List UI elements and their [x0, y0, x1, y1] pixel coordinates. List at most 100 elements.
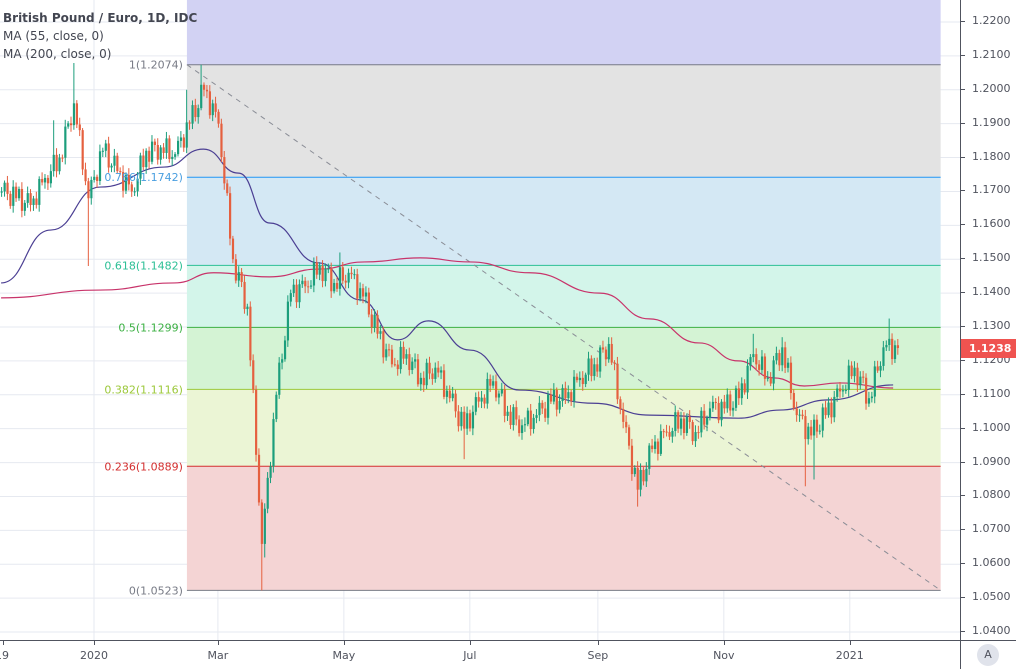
candle: [674, 405, 677, 437]
candle: [697, 425, 700, 439]
candle: [810, 420, 813, 440]
ma200-legend[interactable]: MA (200, close, 0): [3, 47, 112, 61]
candle-body: [691, 422, 694, 442]
candle: [416, 354, 420, 387]
candle-body: [318, 266, 321, 275]
candle: [677, 410, 680, 433]
symbol-title[interactable]: British Pound / Euro, 1D, IDC: [3, 11, 198, 25]
candle-body: [818, 430, 821, 432]
x-tick-mark: [343, 641, 345, 645]
candle-body: [547, 394, 550, 418]
candle-body: [688, 416, 691, 423]
candle-body: [197, 108, 200, 118]
time-axis[interactable]: 19 2020 Mar May Jul Sep Nov 2021: [0, 640, 960, 669]
candle: [633, 465, 636, 477]
candle-body: [90, 179, 93, 199]
candle-body: [813, 419, 816, 436]
candle-body: [411, 361, 414, 370]
candle-body: [526, 410, 529, 425]
candle: [813, 414, 816, 480]
candle: [249, 301, 252, 367]
candle: [185, 89, 188, 154]
candle-body: [367, 292, 370, 315]
candle-body: [437, 367, 440, 373]
candle: [223, 150, 226, 190]
candle: [555, 387, 558, 417]
fib-level-label: 0.786(1.1742): [104, 171, 183, 184]
candle: [549, 388, 553, 404]
candle: [844, 384, 848, 394]
candle-body: [648, 445, 651, 469]
candle: [492, 375, 495, 389]
candle-body: [220, 123, 223, 158]
candle: [723, 394, 726, 414]
candle: [509, 404, 512, 430]
candle: [15, 182, 18, 202]
candle: [584, 372, 587, 388]
candle: [601, 340, 605, 353]
candle-body: [610, 343, 613, 363]
candle: [78, 117, 81, 137]
candle: [662, 428, 665, 439]
candle: [700, 407, 703, 438]
candle: [838, 381, 842, 398]
candle-body: [844, 389, 848, 391]
y-tick-mark: [961, 326, 965, 327]
candle-body: [419, 377, 422, 385]
candle-body: [561, 387, 564, 402]
candle: [376, 310, 379, 339]
candle-body: [448, 390, 451, 399]
candle: [798, 409, 801, 422]
candle-body: [703, 410, 706, 425]
candle: [758, 360, 761, 376]
candle: [156, 138, 159, 165]
candle: [382, 326, 385, 364]
candle-body: [607, 343, 610, 360]
candle-body: [307, 286, 310, 288]
candle-body: [390, 349, 394, 365]
candle-body: [165, 138, 168, 153]
y-tick-label: 1.1300: [972, 319, 1011, 332]
candle-body: [474, 397, 477, 412]
candle-body: [564, 387, 567, 399]
candle: [454, 389, 457, 418]
candle-body: [304, 280, 307, 287]
candle-body: [616, 363, 619, 400]
candle-body: [567, 392, 570, 399]
candle: [304, 277, 307, 294]
candle: [41, 172, 44, 186]
candle-body: [471, 411, 475, 429]
candle-body: [480, 397, 483, 402]
candle: [231, 235, 235, 264]
price-chart[interactable]: 1(1.2074) 0.786(1.1742) 0.618(1.1482) 0.5(1…: [0, 0, 960, 640]
candle-body: [116, 155, 119, 172]
candle: [654, 435, 657, 454]
candle-body: [58, 157, 61, 172]
candle-body: [523, 424, 527, 426]
candle: [888, 318, 891, 351]
candle-body: [506, 411, 509, 416]
candle-body: [544, 408, 547, 418]
ma55-legend[interactable]: MA (55, close, 0): [3, 29, 104, 43]
candle: [515, 400, 518, 426]
y-tick-mark: [961, 21, 965, 22]
candle-body: [260, 502, 263, 544]
candle-body: [442, 370, 446, 397]
y-tick-mark: [961, 156, 965, 158]
candle-body: [486, 378, 489, 404]
fib-level-label: 0.5(1.1299): [118, 321, 183, 334]
candle-body: [862, 376, 865, 378]
fib-zone: [186, 64, 941, 178]
candle: [706, 415, 709, 432]
candle-body: [896, 345, 900, 349]
candle-body: [156, 144, 159, 160]
candle: [298, 279, 301, 309]
auto-scale-button[interactable]: A: [977, 644, 999, 666]
price-axis[interactable]: 1.2200 1.2100 1.2000 1.1900 1.1800 1.1700 1.16…: [960, 0, 1016, 640]
chart-plot-area[interactable]: 1(1.2074) 0.786(1.1742) 0.618(1.1482) 0.5(1…: [0, 0, 960, 640]
candle-body: [93, 176, 96, 180]
candle-body: [619, 399, 622, 410]
candle: [379, 324, 382, 340]
candle: [440, 366, 443, 380]
candle: [341, 262, 344, 285]
